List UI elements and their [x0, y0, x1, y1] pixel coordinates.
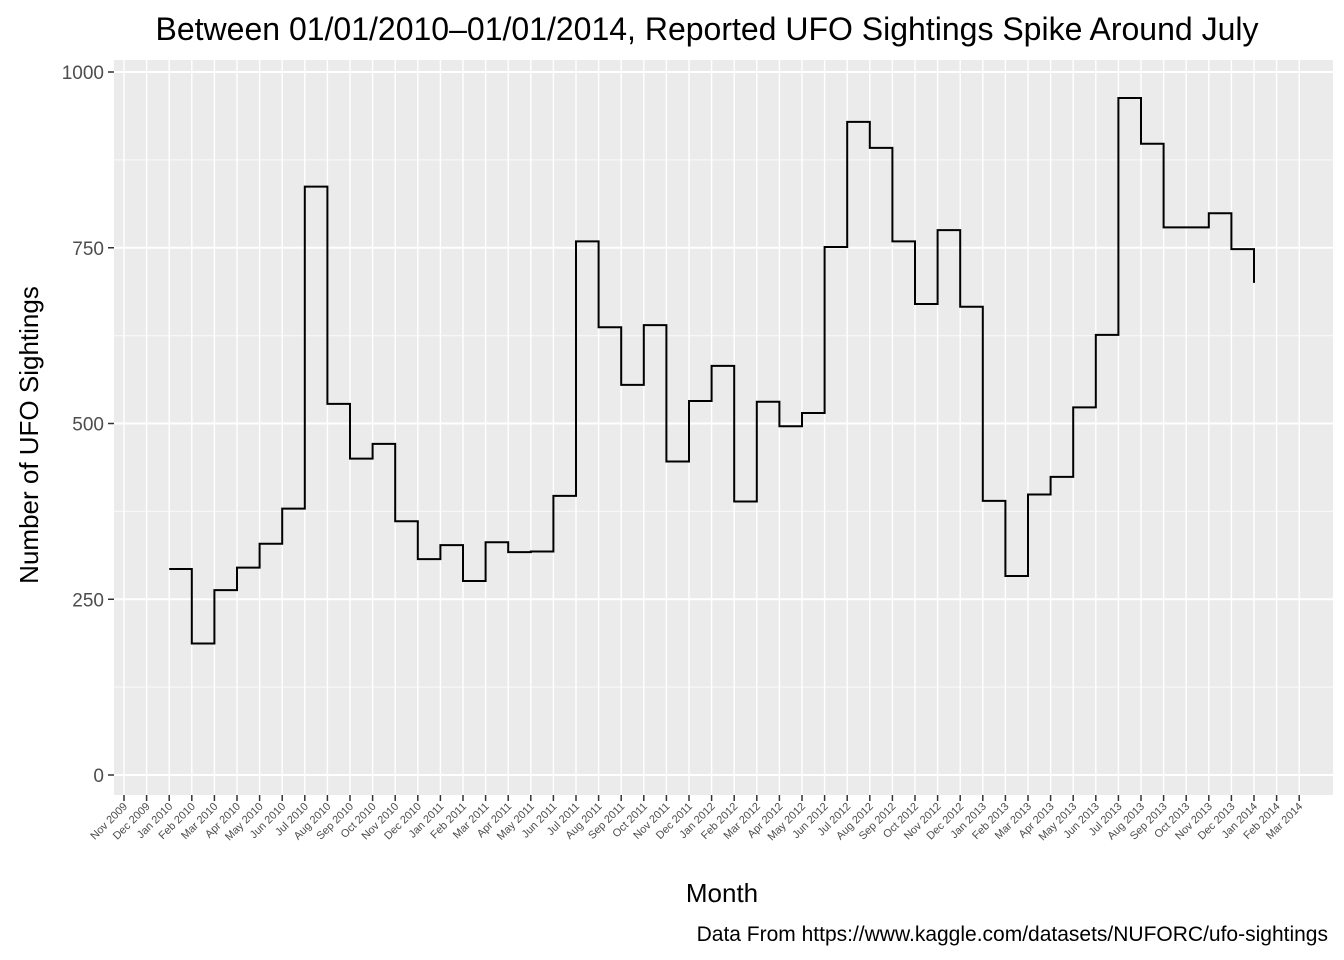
major-gridlines	[114, 71, 1333, 776]
plot-panel	[114, 60, 1333, 795]
minor-gridlines	[114, 159, 1333, 688]
x-axis-title: Month	[686, 878, 758, 908]
y-tick-label: 500	[72, 415, 104, 436]
y-tick-label: 250	[72, 590, 104, 611]
vertical-gridlines	[123, 60, 1300, 795]
y-tick-label: 0	[93, 766, 104, 787]
y-tick-label: 750	[72, 239, 104, 260]
series-line	[169, 97, 1255, 645]
y-tick-label: 1000	[62, 63, 104, 84]
chart-caption: Data From https://www.kaggle.com/dataset…	[697, 923, 1328, 946]
chart-title: Between 01/01/2010–01/01/2014, Reported …	[156, 11, 1259, 47]
y-axis-title: Number of UFO Sightings	[14, 286, 44, 584]
y-axis-ticks: 0 250 500 750 1000	[62, 63, 114, 787]
